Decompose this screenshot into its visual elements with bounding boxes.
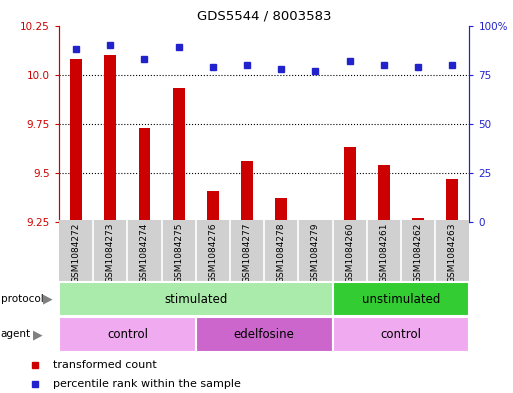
Text: GSM1084274: GSM1084274 — [140, 222, 149, 283]
Bar — [207, 191, 219, 222]
Text: GSM1084262: GSM1084262 — [413, 222, 423, 283]
Bar — [241, 161, 253, 222]
Bar — [196, 317, 332, 352]
Text: GSM1084260: GSM1084260 — [345, 222, 354, 283]
Bar — [446, 179, 458, 222]
Text: ▶: ▶ — [43, 292, 52, 306]
Text: unstimulated: unstimulated — [362, 292, 440, 306]
Text: GSM1084272: GSM1084272 — [72, 222, 81, 283]
Title: GDS5544 / 8003583: GDS5544 / 8003583 — [197, 10, 331, 23]
Text: GSM1084263: GSM1084263 — [448, 222, 457, 283]
Text: GSM1084279: GSM1084279 — [311, 222, 320, 283]
Bar — [59, 282, 332, 316]
Bar — [332, 317, 469, 352]
Text: transformed count: transformed count — [53, 360, 156, 370]
Bar — [344, 147, 356, 222]
Text: control: control — [107, 328, 148, 341]
Text: edelfosine: edelfosine — [234, 328, 294, 341]
Text: GSM1084278: GSM1084278 — [277, 222, 286, 283]
Text: GSM1084275: GSM1084275 — [174, 222, 183, 283]
Bar — [275, 198, 287, 222]
Text: GSM1084277: GSM1084277 — [243, 222, 251, 283]
Bar — [332, 282, 469, 316]
Bar — [412, 218, 424, 222]
Bar — [378, 165, 390, 222]
Text: agent: agent — [1, 329, 31, 340]
Text: protocol: protocol — [1, 294, 43, 304]
Text: stimulated: stimulated — [164, 292, 227, 306]
Bar — [139, 128, 150, 222]
Bar — [70, 59, 82, 222]
Text: control: control — [381, 328, 422, 341]
Bar — [173, 88, 185, 222]
Text: GSM1084261: GSM1084261 — [380, 222, 388, 283]
Bar — [309, 220, 322, 222]
Text: GSM1084273: GSM1084273 — [106, 222, 115, 283]
Text: GSM1084276: GSM1084276 — [208, 222, 218, 283]
Text: percentile rank within the sample: percentile rank within the sample — [53, 379, 241, 389]
Bar — [104, 55, 116, 222]
Text: ▶: ▶ — [33, 328, 43, 341]
Bar — [59, 317, 196, 352]
